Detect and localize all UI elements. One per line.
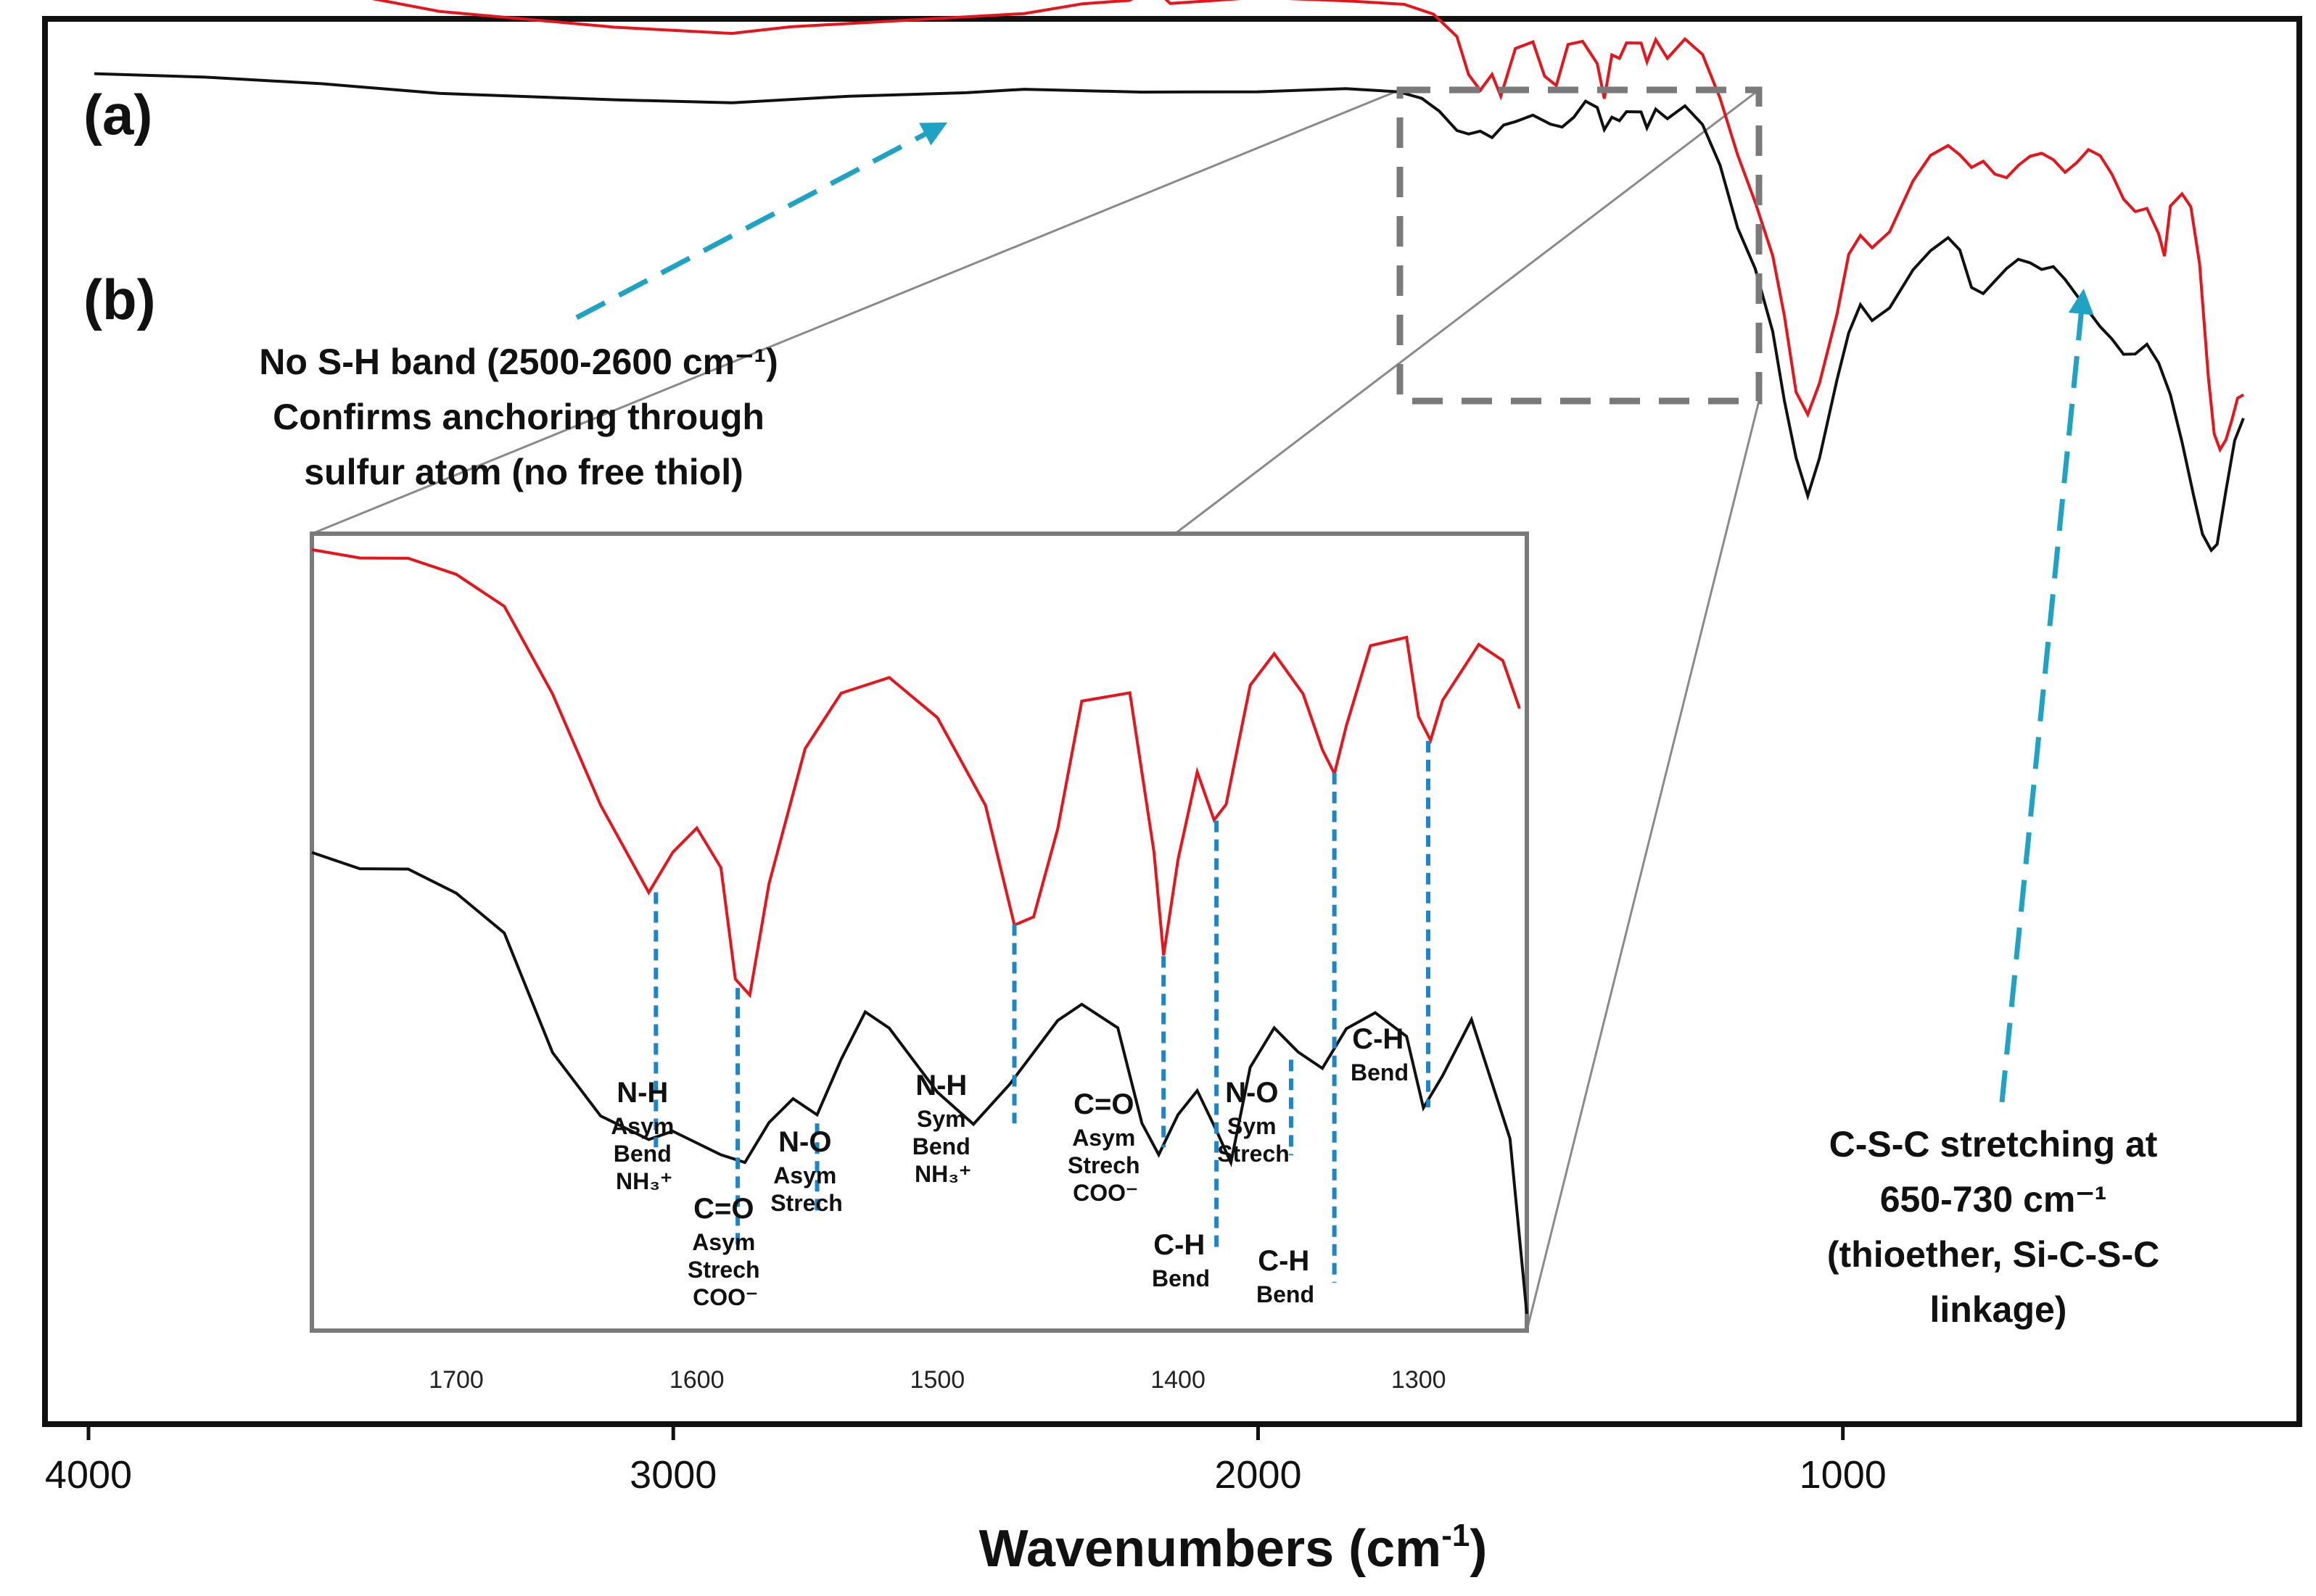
x-tick-label-4000: 4000	[45, 1453, 132, 1497]
series-label-b: (b)	[83, 268, 156, 331]
inset-tick-label-1500: 1500	[910, 1366, 965, 1394]
inset-frame	[310, 532, 1529, 1333]
series-label-a: (a)	[83, 83, 152, 146]
main-x-ticks: 4000 3000 2000 1000	[45, 1424, 1887, 1497]
inset-peak-markers	[654, 740, 1431, 1283]
annot-co-asym-2: C=O Asym Strech COO⁻	[1068, 1088, 1143, 1206]
zoom-connector-right	[1525, 400, 1760, 1331]
callout-sh-band: No S-H band (2500-2600 cm⁻¹) Confirms an…	[259, 342, 788, 492]
inset-series-b-line	[311, 851, 1528, 1315]
annot-nh-asym: N-H Asym Bend NH₃⁺	[611, 1077, 677, 1194]
callout-csc-stretch: C-S-C stretching at 650-730 cm⁻¹ (thioet…	[1827, 1124, 2169, 1330]
annot-nh-sym: N-H Sym Bend NH₃⁺	[912, 1070, 973, 1187]
x-tick-label-2000: 2000	[1214, 1453, 1301, 1497]
x-axis-label: Wavenumbers (cm-1)	[979, 1518, 1488, 1578]
x-tick-label-1000: 1000	[1800, 1453, 1887, 1497]
series-b-line	[94, 72, 2245, 553]
annot-no-asym: N-O Asym Strech	[770, 1126, 843, 1216]
zoom-connector-left	[311, 88, 1401, 535]
x-tick-label-3000: 3000	[630, 1453, 717, 1497]
plot-frame	[42, 16, 2302, 1427]
annot-ch-bend-1: C-H Bend	[1152, 1229, 1210, 1291]
zoom-region-box	[1396, 86, 1763, 405]
inset-tick-label-1300: 1300	[1391, 1366, 1446, 1394]
callout-arrow-sh	[575, 122, 948, 321]
inset-tick-label-1700: 1700	[429, 1366, 484, 1394]
annot-co-asym-1: C=O Asym Strech COO⁻	[688, 1193, 763, 1310]
annot-ch-bend-3: C-H Bend	[1351, 1023, 1409, 1086]
zoom-connector-top	[1174, 88, 1760, 535]
inset-series-a-line	[311, 548, 1521, 998]
inset-x-ticks: 1700 1600 1500 1400 1300	[429, 1366, 1446, 1394]
callout-arrow-csc	[1999, 289, 2094, 1103]
inset-tick-label-1400: 1400	[1150, 1366, 1206, 1394]
annot-no-sym: N-O Sym Strech	[1217, 1077, 1290, 1167]
inset-tick-label-1600: 1600	[669, 1366, 725, 1394]
series-a-line	[371, 0, 2245, 453]
annot-ch-bend-2: C-H Bend	[1256, 1245, 1314, 1307]
